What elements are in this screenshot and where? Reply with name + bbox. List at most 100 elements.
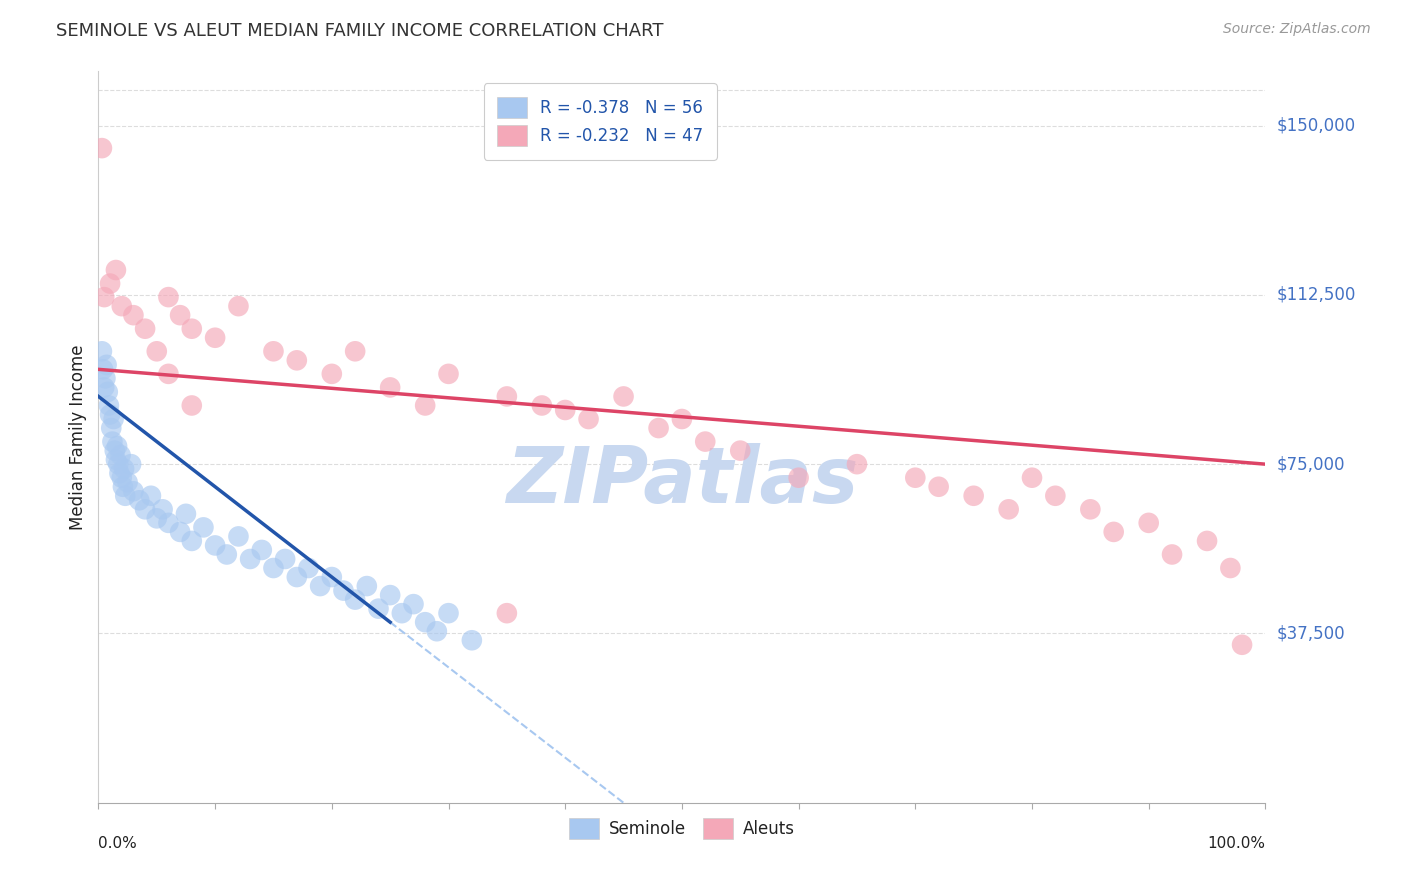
Seminole	[309, 579, 332, 593]
Aleuts	[437, 367, 460, 381]
Seminole	[285, 570, 308, 584]
Aleuts	[1080, 502, 1102, 516]
Aleuts	[204, 331, 226, 345]
Seminole	[297, 561, 319, 575]
Aleuts	[285, 353, 308, 368]
Text: $37,500: $37,500	[1277, 624, 1346, 642]
Aleuts	[612, 389, 634, 403]
Seminole	[193, 520, 215, 534]
Seminole	[101, 434, 124, 449]
Aleuts	[344, 344, 367, 359]
Aleuts	[846, 457, 869, 471]
Seminole	[180, 533, 202, 548]
Seminole	[157, 516, 180, 530]
Aleuts	[380, 380, 402, 394]
Aleuts	[157, 367, 180, 381]
Aleuts	[962, 489, 984, 503]
Seminole	[111, 480, 134, 494]
Aleuts	[1102, 524, 1125, 539]
Aleuts	[262, 344, 284, 359]
Seminole	[321, 570, 343, 584]
Aleuts	[787, 471, 810, 485]
Text: SEMINOLE VS ALEUT MEDIAN FAMILY INCOME CORRELATION CHART: SEMINOLE VS ALEUT MEDIAN FAMILY INCOME C…	[56, 22, 664, 40]
Text: $112,500: $112,500	[1277, 285, 1355, 304]
Aleuts	[578, 412, 600, 426]
Aleuts	[1161, 548, 1184, 562]
Aleuts	[413, 399, 436, 413]
Y-axis label: Median Family Income: Median Family Income	[69, 344, 87, 530]
Text: 0.0%: 0.0%	[98, 836, 138, 851]
Seminole	[98, 408, 121, 422]
Aleuts	[122, 308, 145, 322]
Text: Source: ZipAtlas.com: Source: ZipAtlas.com	[1223, 22, 1371, 37]
Aleuts	[90, 141, 112, 155]
Seminole	[110, 448, 132, 462]
Seminole	[94, 371, 117, 385]
Seminole	[215, 548, 238, 562]
Seminole	[332, 583, 354, 598]
Seminole	[152, 502, 174, 516]
Aleuts	[904, 471, 927, 485]
Aleuts	[104, 263, 127, 277]
Seminole	[262, 561, 284, 575]
Seminole	[90, 344, 112, 359]
Seminole	[93, 380, 115, 394]
Seminole	[97, 399, 120, 413]
Seminole	[139, 489, 162, 503]
Aleuts	[730, 443, 752, 458]
Seminole	[402, 597, 425, 611]
Seminole	[122, 484, 145, 499]
Aleuts	[695, 434, 717, 449]
Seminole	[146, 511, 169, 525]
Seminole	[128, 493, 150, 508]
Aleuts	[647, 421, 669, 435]
Aleuts	[1137, 516, 1160, 530]
Seminole	[437, 606, 460, 620]
Seminole	[120, 457, 142, 471]
Seminole	[104, 443, 127, 458]
Seminole	[108, 466, 131, 480]
Seminole	[367, 601, 389, 615]
Seminole	[111, 471, 134, 485]
Seminole	[274, 552, 297, 566]
Aleuts	[928, 480, 950, 494]
Seminole	[250, 543, 273, 558]
Seminole	[391, 606, 413, 620]
Aleuts	[554, 403, 576, 417]
Aleuts	[496, 389, 519, 403]
Aleuts	[228, 299, 250, 313]
Aleuts	[157, 290, 180, 304]
Seminole	[380, 588, 402, 602]
Aleuts	[1230, 638, 1253, 652]
Aleuts	[180, 399, 202, 413]
Seminole	[169, 524, 191, 539]
Aleuts	[496, 606, 519, 620]
Seminole	[426, 624, 449, 639]
Text: ZIPatlas: ZIPatlas	[506, 443, 858, 519]
Aleuts	[93, 290, 115, 304]
Aleuts	[146, 344, 169, 359]
Seminole	[117, 475, 139, 490]
Seminole	[461, 633, 484, 648]
Aleuts	[997, 502, 1019, 516]
Text: 100.0%: 100.0%	[1208, 836, 1265, 851]
Aleuts	[671, 412, 693, 426]
Aleuts	[1197, 533, 1219, 548]
Seminole	[356, 579, 378, 593]
Aleuts	[98, 277, 121, 291]
Seminole	[344, 592, 367, 607]
Seminole	[239, 552, 262, 566]
Seminole	[97, 384, 120, 399]
Aleuts	[321, 367, 343, 381]
Text: $75,000: $75,000	[1277, 455, 1346, 473]
Seminole	[112, 461, 135, 475]
Seminole	[91, 362, 114, 376]
Aleuts	[134, 322, 156, 336]
Aleuts	[169, 308, 191, 322]
Legend: Seminole, Aleuts: Seminole, Aleuts	[562, 811, 801, 846]
Seminole	[413, 615, 436, 630]
Seminole	[174, 507, 197, 521]
Seminole	[114, 489, 136, 503]
Aleuts	[1021, 471, 1043, 485]
Seminole	[204, 538, 226, 552]
